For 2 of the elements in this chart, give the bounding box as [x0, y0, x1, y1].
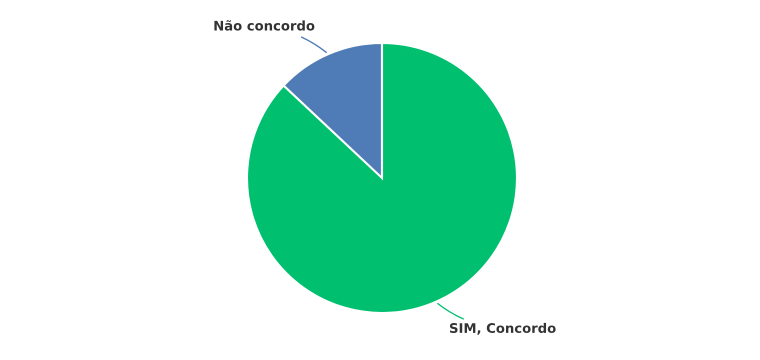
slice-label: SIM, Concordo [450, 322, 556, 335]
slice-label: Não concordo [214, 20, 314, 31]
